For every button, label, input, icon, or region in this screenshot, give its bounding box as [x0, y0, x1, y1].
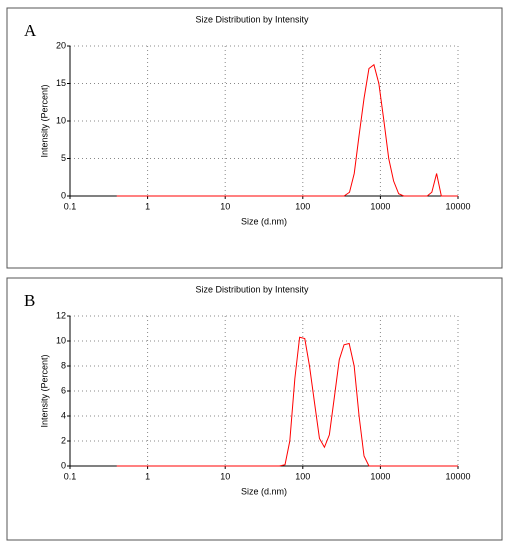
y-tick-label: 12 [56, 310, 66, 320]
x-tick-label: 1000 [370, 471, 390, 481]
y-tick-label: 10 [56, 115, 66, 125]
panel-frame [6, 277, 503, 541]
y-axis-label: Intensity (Percent) [39, 354, 49, 427]
x-tick-label: 1 [145, 201, 150, 211]
data-line [116, 63, 458, 197]
y-tick-label: 20 [56, 40, 66, 50]
x-tick-label: 10000 [445, 471, 470, 481]
panel-label: A [24, 21, 37, 40]
x-tick-label: 1000 [370, 201, 390, 211]
x-tick-label: 10 [220, 471, 230, 481]
y-axis-label: Intensity (Percent) [39, 84, 49, 157]
panel-frame [6, 7, 503, 269]
x-tick-label: 1 [145, 471, 150, 481]
chart-title: Size Distribution by Intensity [195, 14, 309, 24]
y-tick-label: 0 [61, 460, 66, 470]
panel-label: B [24, 291, 35, 310]
y-tick-label: 5 [61, 153, 66, 163]
data-line [116, 336, 458, 467]
x-tick-label: 10 [220, 201, 230, 211]
x-tick-label: 10000 [445, 201, 470, 211]
chart-title: Size Distribution by Intensity [195, 284, 309, 294]
y-tick-label: 15 [56, 78, 66, 88]
x-tick-label: 100 [295, 201, 310, 211]
y-tick-label: 10 [56, 335, 66, 345]
y-tick-label: 6 [61, 385, 66, 395]
x-axis-label: Size (d.nm) [241, 216, 287, 226]
x-axis-label: Size (d.nm) [241, 486, 287, 496]
y-tick-label: 8 [61, 360, 66, 370]
x-tick-label: 0.1 [64, 471, 77, 481]
y-tick-label: 2 [61, 435, 66, 445]
y-tick-label: 4 [61, 410, 66, 420]
x-tick-label: 100 [295, 471, 310, 481]
x-tick-label: 0.1 [64, 201, 77, 211]
y-tick-label: 0 [61, 190, 66, 200]
